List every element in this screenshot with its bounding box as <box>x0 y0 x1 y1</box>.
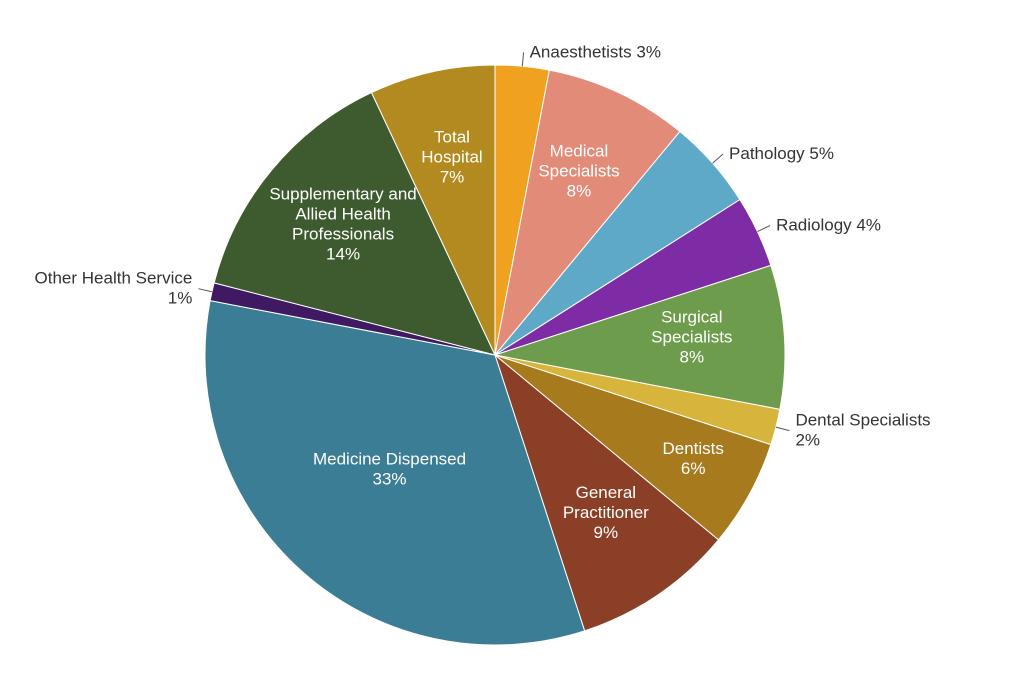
callout-label: Other Health Service1% <box>35 269 193 308</box>
leader-line <box>757 226 770 232</box>
leader-line <box>522 52 523 66</box>
callout-label: Radiology 4% <box>776 216 881 235</box>
callout-label: Anaesthetists 3% <box>530 42 661 61</box>
callout-label: Dental Specialists2% <box>795 411 930 450</box>
leader-line <box>776 427 790 430</box>
leader-line <box>713 154 724 163</box>
leader-line <box>198 289 212 292</box>
pie-chart: MedicalSpecialists8%SurgicalSpecialists8… <box>0 0 1024 679</box>
callout-label: Pathology 5% <box>729 144 834 163</box>
